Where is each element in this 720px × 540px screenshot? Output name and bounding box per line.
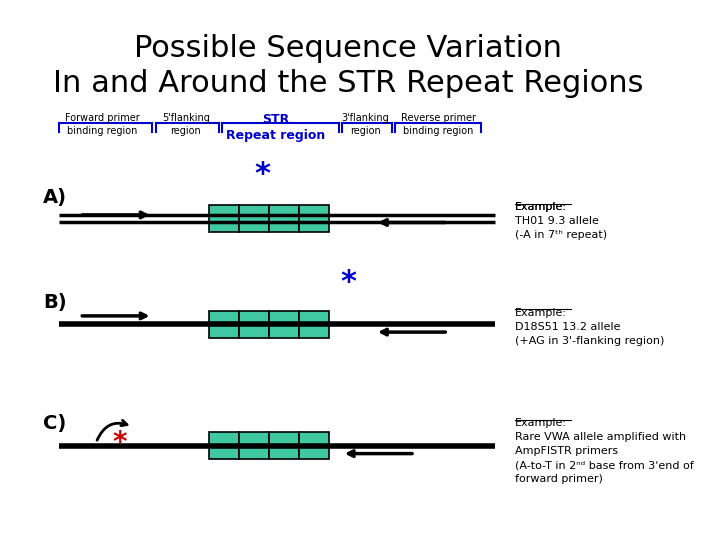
Text: Example:
TH01 9.3 allele
(-A in 7ᵗʰ repeat): Example: TH01 9.3 allele (-A in 7ᵗʰ repe… — [515, 202, 607, 240]
FancyBboxPatch shape — [239, 205, 269, 232]
Text: C): C) — [42, 414, 66, 434]
Text: Reverse primer
binding region: Reverse primer binding region — [401, 113, 476, 136]
Text: 3'flanking
region: 3'flanking region — [341, 113, 389, 136]
FancyBboxPatch shape — [209, 205, 239, 232]
FancyBboxPatch shape — [299, 205, 328, 232]
FancyBboxPatch shape — [269, 205, 299, 232]
FancyBboxPatch shape — [239, 310, 269, 338]
Text: 5'flanking
region: 5'flanking region — [162, 113, 210, 136]
Text: *: * — [254, 160, 270, 189]
Text: Example:
Rare VWA allele amplified with
AmpFISTR primers
(A-to-T in 2ⁿᵈ base fro: Example: Rare VWA allele amplified with … — [515, 418, 693, 484]
Text: Example:
D18S51 13.2 allele
(+AG in 3'-flanking region): Example: D18S51 13.2 allele (+AG in 3'-f… — [515, 308, 664, 346]
Text: B): B) — [42, 293, 66, 312]
FancyBboxPatch shape — [299, 432, 328, 459]
FancyBboxPatch shape — [299, 310, 328, 338]
Text: *: * — [341, 268, 356, 297]
Text: Example:: Example: — [515, 202, 567, 213]
Text: In and Around the STR Repeat Regions: In and Around the STR Repeat Regions — [53, 69, 644, 98]
Text: STR
Repeat region: STR Repeat region — [226, 113, 325, 143]
Text: Possible Sequence Variation: Possible Sequence Variation — [135, 34, 562, 63]
FancyBboxPatch shape — [209, 310, 239, 338]
FancyBboxPatch shape — [239, 432, 269, 459]
Text: *: * — [112, 429, 127, 457]
FancyBboxPatch shape — [209, 432, 239, 459]
FancyBboxPatch shape — [269, 432, 299, 459]
Text: A): A) — [42, 187, 67, 207]
FancyBboxPatch shape — [269, 310, 299, 338]
Text: Forward primer
binding region: Forward primer binding region — [66, 113, 140, 136]
